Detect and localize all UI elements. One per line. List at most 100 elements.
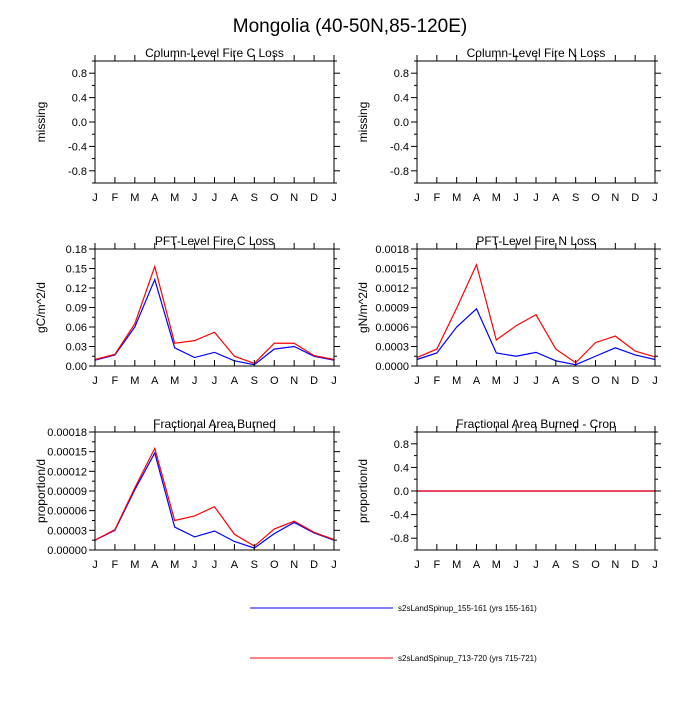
y-tick-label: 0.4: [394, 93, 409, 105]
y-tick-label: 0.0003: [375, 342, 409, 354]
x-tick-label: A: [231, 192, 239, 204]
x-tick-label: N: [290, 559, 298, 571]
x-tick-label: J: [414, 375, 420, 387]
x-tick-label: J: [414, 192, 420, 204]
x-tick-label: J: [414, 559, 420, 571]
x-tick-label: S: [572, 559, 579, 571]
y-tick-label: 0.8: [72, 68, 87, 80]
y-tick-label: 0.8: [394, 68, 409, 80]
y-tick-label: 0.8: [394, 439, 409, 451]
x-tick-label: S: [251, 375, 258, 387]
x-tick-label: M: [130, 375, 139, 387]
x-tick-label: O: [591, 559, 600, 571]
x-tick-label: M: [130, 559, 139, 571]
x-tick-label: M: [170, 192, 179, 204]
y-tick-label: 0.09: [66, 303, 87, 315]
x-tick-label: M: [130, 192, 139, 204]
x-tick-label: O: [270, 192, 279, 204]
x-tick-label: S: [572, 192, 579, 204]
y-axis-label: missing: [356, 102, 370, 143]
x-tick-label: D: [631, 375, 639, 387]
y-tick-label: 0.00: [66, 361, 87, 373]
x-tick-label: A: [151, 559, 159, 571]
x-tick-label: A: [151, 375, 159, 387]
x-tick-label: D: [631, 192, 639, 204]
x-tick-label: J: [212, 559, 218, 571]
y-tick-label: 0.00000: [47, 545, 87, 557]
x-tick-label: A: [552, 559, 560, 571]
x-tick-label: N: [611, 559, 619, 571]
x-tick-label: N: [290, 375, 298, 387]
y-axis-label: gC/m^2/d: [34, 282, 48, 333]
x-tick-label: A: [231, 375, 239, 387]
x-tick-label: M: [452, 559, 461, 571]
x-tick-label: J: [331, 559, 337, 571]
x-tick-label: A: [473, 559, 481, 571]
y-axis-label: gN/m^2/d: [356, 282, 370, 333]
y-tick-label: 0.00009: [47, 486, 87, 498]
y-tick-label: -0.8: [390, 533, 409, 545]
x-tick-label: F: [433, 375, 440, 387]
x-tick-label: D: [631, 559, 639, 571]
x-tick-label: A: [473, 375, 481, 387]
panel-title: PFT-Level Fire N Loss: [476, 234, 595, 248]
x-tick-label: J: [513, 192, 519, 204]
x-tick-label: J: [92, 192, 98, 204]
plot-frame: [94, 431, 335, 551]
plot-frame: [94, 60, 335, 184]
page-title: Mongolia (40-50N,85-120E): [233, 16, 467, 37]
legend-label-1: s2sLandSpinup_155-161 (yrs 155-161): [398, 604, 537, 613]
x-tick-label: J: [513, 375, 519, 387]
x-tick-label: O: [591, 192, 600, 204]
series-line-1: [416, 307, 656, 366]
x-tick-label: S: [251, 192, 258, 204]
y-tick-label: 0.00015: [47, 447, 87, 459]
legend-label-2: s2sLandSpinup_713-720 (yrs 715-721): [398, 654, 537, 663]
y-axis-label: proportion/d: [34, 459, 48, 523]
y-tick-label: 0.4: [72, 93, 87, 105]
x-tick-label: F: [433, 559, 440, 571]
panel-6: Fractional Area Burned - Cropproportion/…: [356, 417, 661, 571]
x-tick-label: D: [310, 192, 318, 204]
x-tick-label: M: [492, 192, 501, 204]
y-tick-label: 0.0: [394, 486, 409, 498]
x-tick-label: D: [310, 559, 318, 571]
y-tick-label: 0.0012: [375, 283, 409, 295]
series-line-1: [94, 451, 335, 549]
y-axis-label: proportion/d: [356, 459, 370, 523]
x-tick-label: J: [192, 192, 198, 204]
x-tick-label: M: [452, 192, 461, 204]
y-tick-label: 0.4: [394, 462, 409, 474]
y-tick-label: -0.4: [390, 141, 409, 153]
y-tick-label: 0.00012: [47, 466, 87, 478]
x-tick-label: J: [533, 192, 539, 204]
y-tick-label: -0.8: [390, 166, 409, 178]
y-tick-label: 0.00006: [47, 506, 87, 518]
panel-title: Fractional Area Burned: [153, 417, 276, 431]
y-tick-label: 0.0009: [375, 303, 409, 315]
x-tick-label: N: [290, 192, 298, 204]
y-tick-label: -0.4: [390, 510, 409, 522]
x-tick-label: J: [513, 559, 519, 571]
legend: s2sLandSpinup_155-161 (yrs 155-161) s2sLa…: [250, 604, 537, 663]
x-tick-label: N: [611, 375, 619, 387]
x-tick-label: J: [533, 559, 539, 571]
x-tick-label: A: [552, 375, 560, 387]
y-tick-label: 0.0006: [375, 322, 409, 334]
y-tick-label: 0.03: [66, 342, 87, 354]
series-line-2: [94, 446, 335, 547]
y-tick-label: -0.8: [68, 166, 87, 178]
x-tick-label: J: [652, 192, 658, 204]
x-tick-label: J: [652, 375, 658, 387]
panel-title: Column-Level Fire C Loss: [145, 46, 284, 60]
x-tick-label: J: [331, 192, 337, 204]
y-tick-label: -0.4: [68, 141, 87, 153]
series-line-1: [94, 277, 335, 366]
y-tick-label: 0.0018: [375, 244, 409, 256]
y-tick-label: 0.0: [72, 117, 87, 129]
